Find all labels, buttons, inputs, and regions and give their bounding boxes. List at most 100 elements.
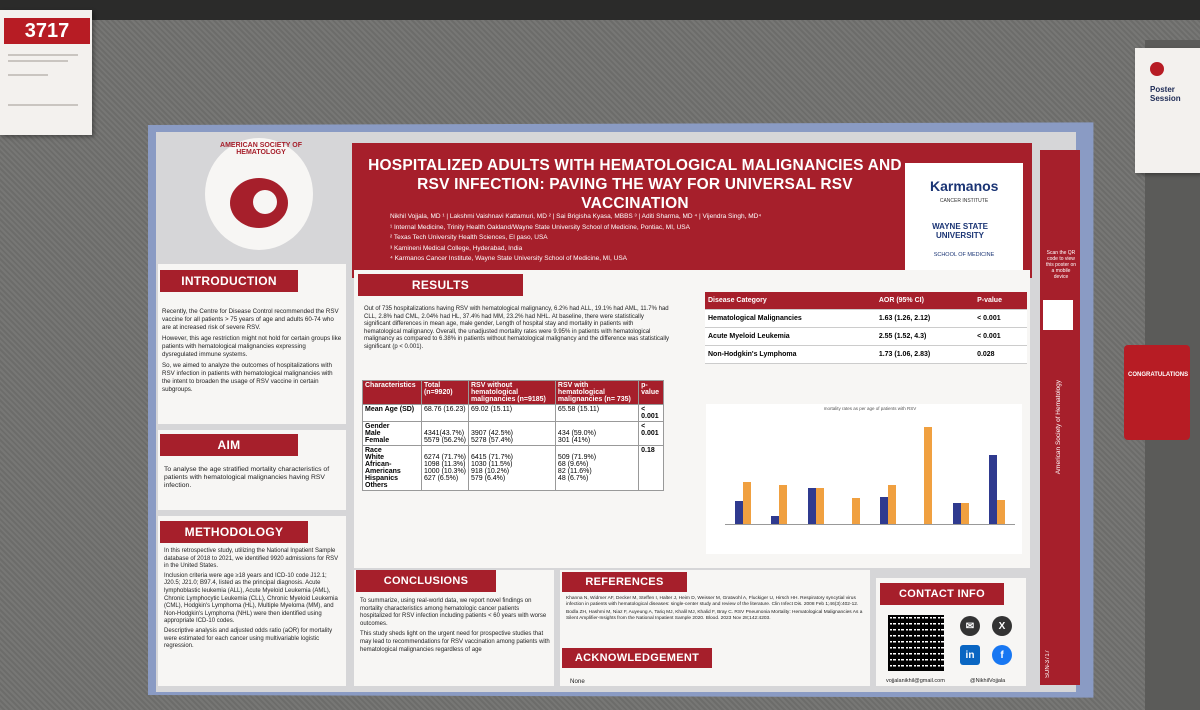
board-label: SUN-3717 — [1045, 650, 1051, 679]
table-row: Mean Age (SD) 68.76 (16.23) 69.02 (15.11) 6… — [362, 404, 664, 422]
results-table-header-cell: RSV without hematological malignancies (… — [467, 380, 556, 405]
results-table: Characteristics Total (n=9920) RSV without… — [362, 380, 664, 491]
table-cell: 6415 (71.7%) 1030 (11.5%) 918 (10.2%) 57… — [467, 445, 556, 491]
chart-bar — [779, 485, 788, 524]
chart-bar — [815, 488, 824, 524]
table-cell: 0.18 — [638, 445, 664, 491]
table-cell: Gender Male Female — [362, 421, 422, 446]
results-header: RESULTS — [358, 274, 523, 296]
session-logo-icon — [1150, 62, 1164, 76]
contact-qr-code[interactable] — [888, 615, 944, 671]
karmanos-subtitle: CANCER INSTITUTE — [939, 198, 989, 204]
intro-bullet: Recently, the Centre for Disease Control… — [162, 308, 339, 331]
table-cell: 1.63 (1.26, 2.12) — [875, 309, 975, 328]
aim-body: To analyse the age stratified mortality … — [164, 466, 330, 489]
table-cell: 0.028 — [974, 345, 1027, 364]
conclusions-body: To summarize, using real-world data, we … — [360, 598, 550, 654]
results-table-header-cell: RSV with hematological malignancies (n= … — [554, 380, 640, 405]
intro-bullet: So, we aimed to analyze the outcomes of … — [162, 362, 333, 393]
methodology-panel — [158, 516, 346, 686]
ceiling — [0, 0, 1200, 20]
chart-bar — [960, 503, 969, 524]
table-cell: 1.73 (1.06, 2.83) — [875, 345, 975, 364]
method-bullet: In this retrospective study, utilizing t… — [164, 548, 339, 570]
table-row: Hematological Malignancies 1.63 (1.26, 2.… — [705, 309, 1027, 328]
chart-bar — [888, 485, 897, 524]
table-cell: Hematological Malignancies — [705, 309, 876, 328]
qr-code[interactable] — [1043, 300, 1073, 330]
author-list: Nikhil Vojjala, MD ¹ | Lakshmi Vaishnavi… — [390, 213, 762, 220]
chart-bar — [952, 503, 961, 524]
aor-table-body: Hematological Malignancies 1.63 (1.26, 2.… — [705, 309, 1027, 364]
aor-table-header-cell: Disease Category — [705, 292, 876, 310]
introduction-header: INTRODUCTION — [160, 270, 298, 292]
affiliation: ³ Kamineni Medical College, Hyderabad, I… — [390, 244, 523, 252]
poster-title: HOSPITALIZED ADULTS WITH HEMATOLOGICAL M… — [368, 157, 902, 212]
acknowledgement-body: None — [570, 678, 585, 685]
table-cell: 4341(43.7%) 5579 (56.2%) — [420, 421, 469, 446]
results-table-wrap: Characteristics Total (n=9920) RSV without… — [362, 380, 664, 491]
table-cell: < 0.001 — [638, 404, 664, 422]
table-cell: < 0.001 — [974, 327, 1027, 346]
affiliation: ¹ Internal Medicine, Trinity Health Oakl… — [390, 223, 690, 231]
methodology-body: In this retrospective study, utilizing t… — [164, 548, 342, 651]
chart-bar — [924, 427, 933, 524]
results-table-header-cell: p-value — [638, 380, 664, 405]
table-cell: 68.76 (16.23) — [420, 404, 469, 422]
karmanos-logo-text: Karmanos — [930, 178, 999, 194]
table-cell: 2.55 (1.52, 4.3) — [875, 327, 975, 346]
chart-bar — [996, 499, 1005, 524]
card-text-line — [8, 74, 48, 76]
table-cell: 509 (71.9%) 68 (9.6%) 82 (11.6%) 48 (6.7… — [554, 445, 640, 491]
facebook-icon[interactable]: f — [992, 645, 1012, 665]
x-icon[interactable]: X — [992, 616, 1012, 636]
right-red-strip — [1040, 150, 1080, 685]
conclusion-bullet: To summarize, using real-world data, we … — [360, 598, 547, 627]
poster-session-card — [1135, 48, 1200, 173]
email-icon[interactable]: ✉ — [960, 616, 980, 636]
chart-bar — [807, 488, 816, 524]
card-text-line — [8, 104, 78, 106]
table-row: Gender Male Female 4341(43.7%) 5579 (56.… — [362, 421, 664, 446]
table-cell: Acute Myeloid Leukemia — [705, 327, 876, 346]
results-table-header-cell: Total (n=9920) — [420, 380, 469, 405]
poster-number-badge: 3717 — [4, 18, 90, 44]
table-cell: < 0.001 — [974, 309, 1027, 328]
aor-table-wrap: Disease Category AOR (95% CI) P-value Hema… — [705, 292, 1027, 364]
table-cell: 434 (59.0%) 301 (41%) — [554, 421, 640, 446]
acknowledgement-header: ACKNOWLEDGEMENT — [562, 648, 712, 668]
introduction-body: Recently, the Centre for Disease Control… — [162, 308, 342, 394]
conclusions-header: CONCLUSIONS — [356, 570, 496, 592]
chart-bar — [771, 515, 780, 524]
strip-vertical-text: American Society of Hematology — [1055, 380, 1062, 475]
wsu-subtitle: SCHOOL OF MEDICINE — [933, 252, 995, 258]
mortality-chart — [706, 404, 1022, 554]
results-table-header: Characteristics Total (n=9920) RSV without… — [362, 380, 664, 405]
card-text-line — [8, 60, 68, 62]
table-cell: 65.58 (15.11) — [554, 404, 640, 422]
reference-item: Khanna N, Widmer AF, Decker M, Steffen I… — [566, 596, 859, 607]
intro-bullet: However, this age restriction might not … — [162, 335, 342, 358]
chart-bar — [880, 496, 889, 524]
method-bullet: Inclusion criteria were age ≥18 years an… — [164, 572, 338, 625]
congratulations-text: CONGRATULATIONS — [1128, 372, 1189, 378]
table-cell: < 0.001 — [638, 421, 664, 446]
congratulations-ribbon — [1124, 345, 1190, 440]
aor-table-header-cell: AOR (95% CI) — [875, 292, 975, 310]
aor-table-header-cell: P-value — [974, 292, 1027, 310]
linkedin-icon[interactable]: in — [960, 645, 980, 665]
contact-email: vojjalanikhil@gmail.com — [886, 678, 945, 684]
table-cell: 3907 (42.5%) 5278 (57.4%) — [467, 421, 556, 446]
results-table-body: Mean Age (SD) 68.76 (16.23) 69.02 (15.11) 6… — [362, 404, 664, 491]
chart-bar — [988, 454, 997, 524]
table-cell: 69.02 (15.11) — [467, 404, 556, 422]
methodology-header: METHODOLOGY — [160, 521, 308, 543]
logo-ring-text: AMERICAN SOCIETY OF HEMATOLOGY — [220, 142, 302, 156]
institution-logo-box — [905, 163, 1023, 273]
card-text-line — [8, 54, 78, 56]
table-cell: Race White African-Americans Hispanics O… — [362, 445, 422, 491]
table-cell: Mean Age (SD) — [362, 404, 422, 422]
results-body: Out of 735 hospitalizations having RSV w… — [364, 306, 670, 350]
table-row: Non-Hodgkin's Lymphoma 1.73 (1.06, 2.83) 0… — [705, 345, 1027, 364]
affiliation: ⁴ Karmanos Cancer Institute, Wayne State… — [390, 255, 628, 262]
